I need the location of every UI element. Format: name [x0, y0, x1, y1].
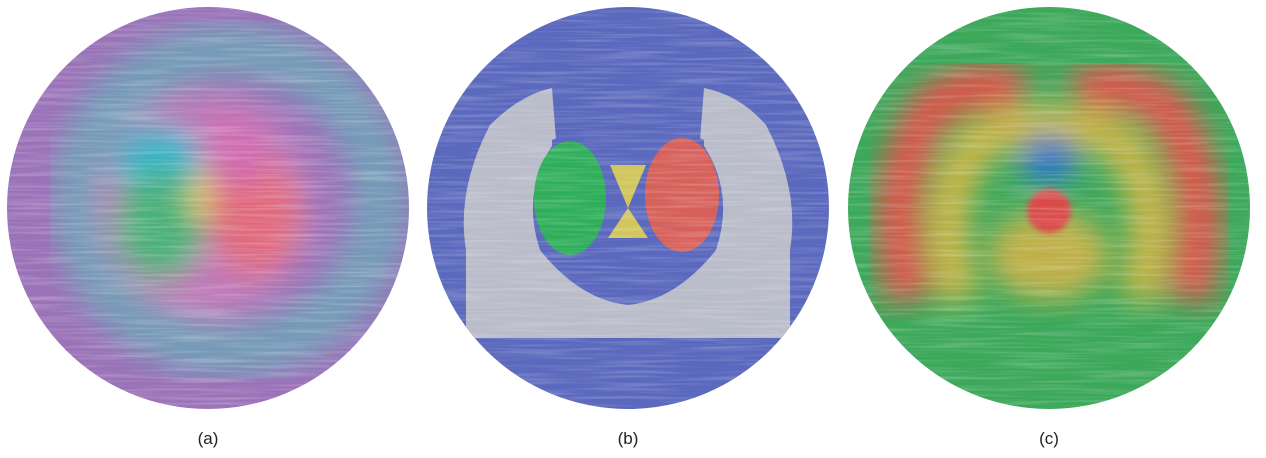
panel-label: (a) — [198, 429, 219, 448]
panel-b-image — [427, 7, 829, 409]
panel-a-image — [7, 7, 409, 409]
panel-c-image — [848, 7, 1250, 409]
panel-label: (b) — [618, 429, 639, 448]
panel-label: (c) — [1039, 429, 1059, 448]
